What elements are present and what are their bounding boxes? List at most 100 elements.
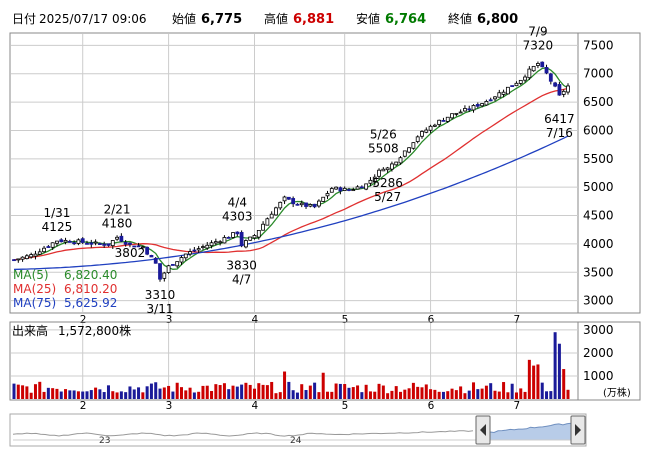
volume-bar	[433, 389, 437, 399]
volume-bar	[420, 387, 424, 399]
volume-bar	[377, 383, 381, 399]
navigator-left-handle[interactable]	[475, 415, 491, 445]
volume-bar	[137, 387, 141, 399]
annotation-date: 1/31	[43, 206, 70, 220]
volume-bar	[317, 392, 321, 399]
volume-bar	[403, 389, 407, 399]
legend-ma25-value: 6,810.20	[64, 282, 117, 296]
candle-body	[72, 242, 77, 245]
volume-bar	[128, 386, 132, 399]
price-x-axis: 2 3 4 5 6 7	[80, 314, 520, 326]
month-tick-label: 6	[428, 314, 435, 326]
navigator-right-handle[interactable]	[570, 415, 586, 445]
candle-body	[235, 231, 240, 235]
high-label: 高値	[264, 11, 288, 26]
candle-body	[458, 111, 463, 114]
candle-body	[501, 91, 506, 95]
volume-bar	[562, 369, 566, 399]
close-label: 終値	[448, 11, 472, 26]
volume-bar	[72, 390, 76, 399]
candle-body	[140, 246, 145, 249]
volume-bar	[235, 386, 239, 399]
volume-bar	[519, 388, 523, 399]
candle-body	[523, 76, 527, 81]
volume-bar	[287, 381, 291, 399]
candle-body	[269, 213, 274, 219]
candle-body	[252, 235, 257, 239]
candle-body	[256, 230, 261, 238]
volume-bar	[502, 382, 506, 399]
candle-body	[123, 242, 128, 245]
annotation-price: 3830	[226, 259, 257, 273]
candle-body	[566, 85, 570, 93]
legend-ma75-name: MA(75)	[13, 296, 56, 310]
candle-body	[527, 68, 532, 79]
annotation-price: 3310	[145, 288, 176, 302]
volume-bar	[394, 386, 398, 399]
date-value: 2025/07/17 09:06	[39, 12, 147, 26]
volume-bar	[106, 385, 110, 399]
volume-bar	[557, 343, 561, 399]
volume-bar	[416, 386, 420, 399]
candle-body	[428, 125, 433, 131]
candle-body	[226, 236, 231, 239]
volume-bar	[205, 385, 209, 399]
candle-body	[351, 189, 356, 192]
candle-body	[213, 241, 218, 244]
price-tick-label: 5500	[583, 152, 614, 166]
candle-body	[338, 187, 343, 192]
low-value: 6,764	[385, 12, 426, 27]
volume-bar	[25, 386, 29, 399]
volume-bar	[158, 388, 162, 399]
volume-bar	[12, 383, 16, 399]
month-tick-label: 5	[342, 314, 349, 326]
volume-bars	[12, 332, 570, 399]
candle-body	[497, 92, 502, 98]
volume-month-tick-label: 7	[513, 400, 520, 412]
volume-bar	[179, 387, 183, 399]
chevron-left-icon	[480, 424, 486, 436]
volume-bar	[523, 391, 527, 399]
legend-ma5-name: MA(5)	[13, 268, 49, 282]
annotation-date: 7/9	[528, 25, 547, 39]
volume-bar	[265, 385, 269, 399]
candle-body	[368, 179, 373, 184]
volume-bar	[326, 391, 330, 399]
candle-body	[531, 65, 536, 72]
annotation-date: 4/4	[228, 196, 247, 210]
candle-body	[192, 249, 197, 252]
candle-body	[42, 247, 46, 253]
candle-body	[149, 254, 154, 258]
volume-bar	[68, 390, 72, 399]
volume-bar	[197, 391, 201, 399]
volume-bar	[347, 387, 351, 399]
volume-bar	[441, 391, 445, 399]
navigator[interactable]: 23 24	[9, 413, 587, 447]
candle-body	[471, 105, 476, 111]
volume-bar	[493, 390, 497, 399]
candle-body	[475, 104, 480, 107]
volume-bar	[81, 391, 85, 399]
price-tick-label: 7000	[583, 67, 614, 81]
candle-body	[295, 203, 300, 206]
candle-body	[432, 124, 437, 127]
open-label: 始値	[172, 11, 196, 26]
candle-body	[407, 147, 412, 153]
price-tick-label: 4000	[583, 237, 614, 251]
volume-bar	[360, 392, 364, 399]
candle-body	[110, 240, 115, 247]
annotation-date: 5/26	[370, 127, 397, 141]
candle-body	[248, 236, 253, 241]
candle-body	[514, 82, 519, 87]
volume-bar	[222, 383, 226, 399]
legend-ma75-value: 5,625.92	[64, 296, 117, 310]
ma-legend: MA(5) 6,820.40 MA(25) 6,810.20 MA(75) 5,…	[13, 268, 117, 310]
candle-body	[536, 63, 540, 66]
candle-body	[80, 238, 85, 243]
annotation-date: 2/21	[104, 203, 131, 217]
volume-bar	[218, 385, 222, 399]
volume-bar	[240, 384, 244, 399]
volume-bar	[459, 386, 463, 399]
volume-bar	[201, 385, 205, 399]
